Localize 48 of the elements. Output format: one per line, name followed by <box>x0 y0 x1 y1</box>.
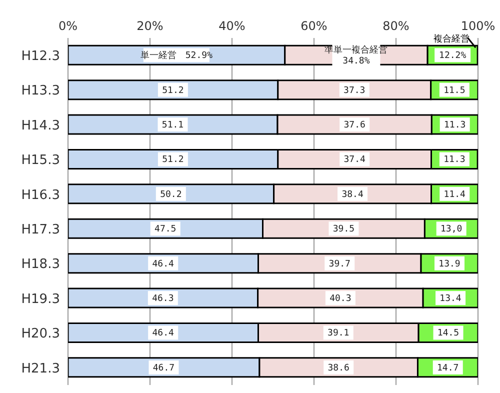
x-tick-label: 40% <box>218 19 246 33</box>
y-tick-label: H19.3 <box>21 292 60 307</box>
data-label: 46.3 <box>152 294 174 304</box>
data-label: 13.9 <box>438 259 460 270</box>
data-label: 51.2 <box>162 155 184 166</box>
y-tick-label: H14.3 <box>21 118 60 134</box>
x-tick-label: 60% <box>300 19 328 33</box>
data-label: 11.5 <box>444 86 466 96</box>
data-label: 13,0 <box>440 224 462 235</box>
y-tick-label: H21.3 <box>21 361 60 376</box>
legend-label: 複合経営 <box>434 34 470 45</box>
data-label: 37.4 <box>344 155 366 166</box>
y-tick-label: H17.3 <box>21 222 60 238</box>
data-label: 40.3 <box>330 294 352 304</box>
data-label: 37.6 <box>344 120 366 131</box>
x-tick-label: 100% <box>460 19 496 33</box>
data-label: 51.1 <box>162 120 184 131</box>
x-tick-label: 80% <box>382 19 410 33</box>
data-label: 50.2 <box>160 190 182 200</box>
data-label: 46.4 <box>152 259 174 270</box>
x-tick-label: 0% <box>58 19 78 33</box>
data-label: 11.3 <box>444 120 466 131</box>
series-label: 準単一複合経営 <box>324 44 388 56</box>
x-tick-label: 20% <box>136 19 164 33</box>
y-tick-label: H12.3 <box>21 48 60 64</box>
y-tick-label: H20.3 <box>21 326 60 342</box>
y-tick-label: H13.3 <box>21 84 60 99</box>
data-label: 34.8% <box>342 56 370 67</box>
data-label: 13.4 <box>440 294 462 304</box>
data-label: 46.7 <box>152 363 175 374</box>
data-label: 38.6 <box>328 363 350 374</box>
data-label: 11.3 <box>444 155 466 166</box>
data-label: 39.5 <box>332 224 355 235</box>
data-label: 47.5 <box>154 224 176 235</box>
data-label: 46.4 <box>152 328 174 339</box>
data-label: 14.5 <box>437 328 460 339</box>
data-label: 39.7 <box>328 259 350 270</box>
data-label: 38.4 <box>342 190 364 200</box>
y-tick-label: H16.3 <box>21 188 60 203</box>
y-tick-label: H15.3 <box>21 153 60 168</box>
data-label: 12.2% <box>439 51 467 62</box>
data-label: 51.2 <box>162 86 184 96</box>
data-label: 14.7 <box>437 363 459 374</box>
y-tick-label: H18.3 <box>21 257 60 272</box>
data-label: 39.1 <box>328 328 350 339</box>
data-label: 11.4 <box>444 190 466 200</box>
text: 単一経営 52.9% <box>140 51 212 62</box>
data-label: 37.3 <box>344 86 366 96</box>
